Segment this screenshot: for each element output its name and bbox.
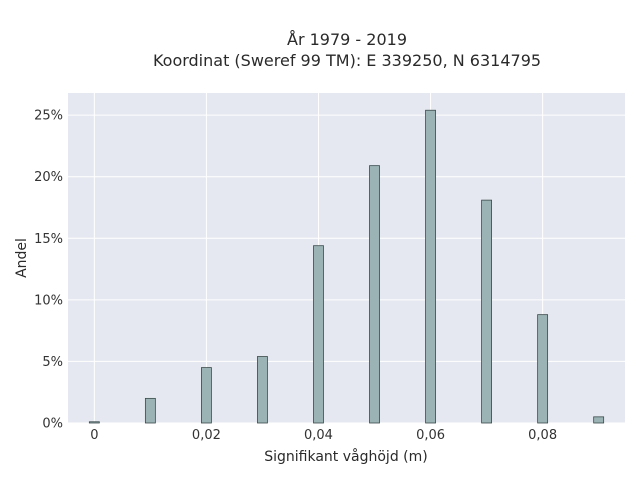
bar [88, 421, 100, 424]
x-axis-title: Signifikant våghöjd (m) [264, 448, 427, 465]
x-tick-label: 0,08 [528, 428, 557, 443]
bar [425, 109, 436, 424]
bar [481, 199, 492, 424]
y-tick-labels: 0% 5% 10% 15% 20% 25% [34, 109, 63, 432]
bar [369, 165, 380, 424]
bar [144, 397, 156, 424]
y-tick-label: 20% [34, 170, 63, 185]
plot-area [68, 93, 625, 423]
y-axis-title: Andel [14, 238, 30, 278]
y-tick-label: 25% [34, 109, 63, 124]
chart-title-line-2: Koordinat (Sweref 99 TM): E 339250, N 63… [153, 51, 541, 70]
bar [201, 367, 212, 424]
x-tick-label: 0,04 [304, 428, 333, 443]
y-tick-label: 10% [34, 293, 63, 308]
y-tick-label: 0% [42, 417, 63, 432]
chart-title-line-1: År 1979 - 2019 [287, 30, 407, 49]
y-tick-label: 15% [34, 232, 63, 247]
bars [88, 109, 605, 424]
bar [257, 356, 268, 424]
bar [593, 416, 605, 424]
x-tick-label: 0,06 [416, 428, 445, 443]
bar [313, 245, 324, 424]
bar [537, 314, 549, 424]
x-tick-labels: 0 0,02 0,04 0,06 0,08 [90, 428, 557, 443]
y-tick-label: 5% [42, 355, 63, 370]
x-tick-label: 0 [90, 428, 98, 443]
x-tick-label: 0,02 [192, 428, 221, 443]
